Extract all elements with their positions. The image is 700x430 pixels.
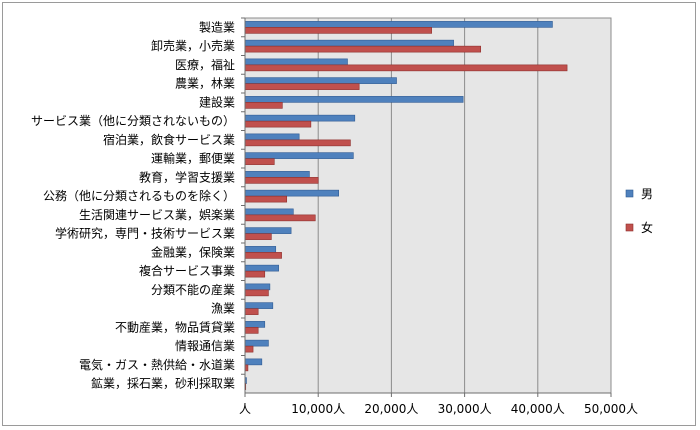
bar-female bbox=[244, 327, 259, 334]
bar-female bbox=[244, 120, 312, 128]
bar-female bbox=[244, 27, 432, 34]
bar-male bbox=[244, 133, 300, 141]
bar-female bbox=[244, 158, 275, 165]
tick-label: 50,000人 bbox=[584, 402, 638, 416]
bar-male bbox=[244, 114, 356, 122]
category-label: 複合サービス事業 bbox=[139, 263, 235, 278]
plot-area bbox=[244, 17, 612, 394]
category-label: 教育，学習支援業 bbox=[139, 169, 235, 184]
tick-label: 20,000人 bbox=[364, 402, 418, 416]
bar-male bbox=[244, 227, 292, 234]
bar-female bbox=[244, 270, 266, 278]
bar-female bbox=[244, 102, 283, 109]
bar-male bbox=[244, 96, 464, 103]
bar-female bbox=[244, 139, 351, 147]
category-label: 漁業 bbox=[211, 302, 235, 316]
bar-male bbox=[244, 77, 397, 84]
legend-label: 女 bbox=[641, 220, 653, 235]
bar-male bbox=[244, 321, 266, 328]
legend: 男女 bbox=[625, 187, 653, 235]
category-label: 宿泊業，飲食サービス業 bbox=[103, 132, 235, 147]
bar-male bbox=[244, 339, 269, 347]
bar-female bbox=[244, 214, 316, 222]
category-label: 学術研究，専門・技術サービス業 bbox=[55, 226, 235, 241]
bar-female bbox=[244, 252, 282, 259]
category-label: 分類不能の産業 bbox=[151, 282, 235, 297]
bar-female bbox=[244, 177, 319, 184]
legend-swatch bbox=[625, 223, 634, 232]
legend-swatch bbox=[625, 189, 634, 198]
tick-label: 10,000人 bbox=[291, 402, 345, 416]
bar-male bbox=[244, 208, 294, 216]
category-labels: 製造業卸売業，小売業医療，福祉農業，林業建設業サービス業（他に分類されないもの）… bbox=[31, 17, 245, 391]
bar-female bbox=[244, 289, 269, 297]
category-label: 公務（他に分類されるものを除く） bbox=[43, 188, 235, 203]
tick-labels: 人 10,000人 20,000人 30,000人 40,000人 50,000人 bbox=[239, 393, 638, 416]
bar-male bbox=[244, 58, 348, 66]
category-label: 農業，林業 bbox=[175, 77, 235, 91]
bar-female bbox=[244, 233, 272, 240]
bar-male bbox=[244, 189, 339, 197]
bar-female bbox=[244, 345, 254, 353]
category-label: 医療，福祉 bbox=[175, 57, 235, 72]
category-label: 不動産業，物品賃貸業 bbox=[115, 319, 235, 334]
category-label: 金融業，保険業 bbox=[151, 244, 235, 259]
bar-female bbox=[244, 83, 360, 90]
bar-male bbox=[244, 39, 454, 47]
category-label: 情報通信業 bbox=[175, 339, 235, 353]
category-label: 電気・ガス・熱供給・水道業 bbox=[79, 357, 235, 372]
bar-female bbox=[244, 195, 288, 203]
bar-male bbox=[244, 246, 277, 253]
bar-male bbox=[244, 171, 310, 178]
tick-label: 30,000人 bbox=[438, 402, 492, 416]
category-label: 製造業 bbox=[199, 20, 235, 34]
bar-male bbox=[244, 152, 354, 159]
bar-female bbox=[244, 64, 568, 72]
category-label: 運輸業，郵便業 bbox=[151, 151, 235, 166]
bar-male bbox=[244, 21, 553, 28]
category-label: 建設業 bbox=[199, 94, 235, 109]
bar-female bbox=[244, 45, 482, 53]
bar-male bbox=[244, 283, 271, 291]
bars bbox=[244, 21, 568, 390]
tick-label: 40,000人 bbox=[511, 402, 565, 416]
category-label: 卸売業，小売業 bbox=[151, 38, 235, 53]
category-label: 生活関連サービス業，娯楽業 bbox=[79, 208, 235, 222]
bar-male bbox=[244, 358, 263, 366]
legend-label: 男 bbox=[641, 187, 653, 201]
tick-label: 人 bbox=[239, 402, 251, 416]
bar-male bbox=[244, 264, 279, 272]
category-label: サービス業（他に分類されないもの） bbox=[31, 114, 235, 128]
bar-male bbox=[244, 302, 274, 309]
category-label: 鉱業，採石業，砂利採取業 bbox=[91, 376, 235, 391]
bar-female bbox=[244, 308, 259, 315]
